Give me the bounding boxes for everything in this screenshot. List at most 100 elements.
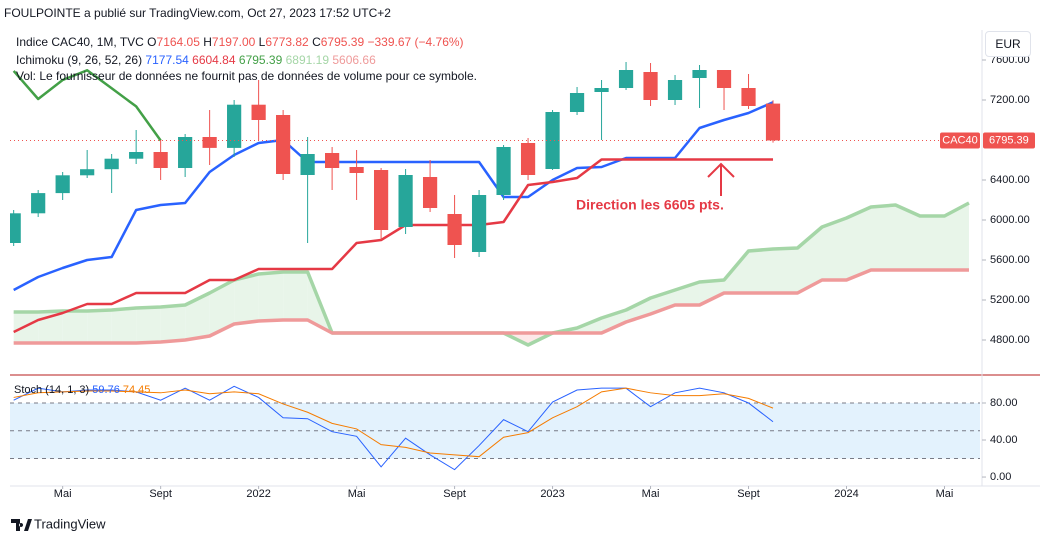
last-price-label: 6795.39 [989,134,1029,146]
ohlc-key: L [258,35,266,49]
cloud-fill [13,312,39,343]
candle-body [55,175,70,194]
ohlc-value: 7164.05 [156,35,200,49]
candle-body [569,93,585,112]
x-tick-label: Sept [737,488,760,500]
candle-body [349,167,364,173]
candle-body [496,147,511,195]
y-tick-label: 40.00 [990,434,1018,446]
volume-note: Vol: Le fournisseur de données ne fourni… [16,69,477,83]
x-tick-label: Mai [642,488,660,500]
brand: TradingView [34,516,106,531]
x-tick-label: 2023 [540,488,564,500]
cloud-fill [160,305,186,342]
candle-body [765,103,781,141]
candle-body [104,158,119,170]
candle-body [325,153,340,168]
footer: TradingView [11,516,106,531]
symbol: Indice CAC40, 1M, TVC [16,35,144,49]
y-tick-label: 80.00 [990,397,1018,409]
ohlc: O7164.05 H7197.00 L6773.82 C6795.39 [147,35,367,49]
indicator-line [13,101,774,292]
candle-body [31,193,46,214]
indicator-value: 6604.84 [192,53,236,67]
x-tick-label: Mai [348,488,366,500]
last-price-box [983,132,1035,149]
cloud-fill [62,311,88,343]
logo [11,519,32,531]
cloud-fill [919,216,945,270]
candle-body [251,104,266,120]
candle-body [373,170,389,230]
ohlc-key: H [203,35,212,49]
cloud-fill [626,298,651,322]
ohlc-key: O [147,35,157,49]
candle-body [545,112,560,169]
axes: 4800.00 5200.00 5600.00 6000.00 6400.00 7200.… [10,30,1040,500]
cloud-fill [675,282,700,305]
candle-body [398,175,413,227]
y-tick-label: 5600.00 [990,254,1030,266]
published: FOULPOINTE a publié sur TradingView.com,… [4,6,391,20]
candle-body [300,154,315,175]
y-tick-label: 6400.00 [990,174,1030,186]
annotation: Direction les 6605 pts. [576,162,735,213]
y-tick-label: 5200.00 [990,294,1030,306]
y-tick-label: 0.00 [990,471,1011,483]
x-tick-label: 2022 [246,488,270,500]
cloud-fill [209,280,235,336]
ohlc-value: 6795.39 [320,35,365,49]
candle-body [643,72,658,100]
candle-body [447,214,462,245]
cloud-fill [944,203,969,270]
symbol-label-box [940,132,980,149]
cloud-fill [136,307,161,343]
x-tick-label: Sept [443,488,466,500]
cloud-fill [258,272,284,321]
x-tick-label: 2024 [834,488,858,500]
candle-body [594,88,609,92]
indicator-value: 74.45 [122,384,151,396]
candle-body [10,213,21,243]
cloud-fill [846,207,871,280]
indicator-name: Ichimoku (9, 26, 52, 26) [16,53,143,67]
indicator-value: 59.76 [92,384,120,396]
stoch-line [13,387,774,458]
stoch-line [13,385,774,471]
symbol-label: CAC40 [942,134,977,146]
currency-button[interactable]: EUR [985,31,1031,57]
candle-body [202,137,217,148]
ohlc-value: 6773.82 [265,35,309,49]
stoch-legend: Stoch (14, 1, 3) 59.76 74.45 [14,384,150,396]
arrow-head [707,162,735,178]
y-tick-label: 7200.00 [990,94,1030,106]
cloud-fill [650,290,676,314]
x-tick-label: Sept [149,488,172,500]
candle-body [618,70,634,88]
candle-body [520,143,536,175]
indicator-line [13,268,969,345]
stoch-pane [10,385,980,471]
cloud-fill [111,308,137,343]
candle-body [471,195,487,252]
cloud-fill [895,205,920,270]
cloud-fill [283,272,308,320]
candle-body [153,152,168,168]
candle-body [178,137,193,168]
cloud-fill [185,293,210,340]
annotation-text: Direction les 6605 pts. [576,197,724,213]
main-pane [10,62,980,347]
ohlc-key: C [312,35,321,49]
candle-body [716,70,732,88]
candle-body [741,88,756,106]
cloud-fill [234,274,259,324]
cloud-fill [699,280,725,305]
y-tick-label: 6000.00 [990,214,1030,226]
indicator-value: 6795.39 [238,53,283,67]
y-tick-label: 4800.00 [990,334,1030,346]
change: −339.67 (−4.76%) [367,35,464,49]
cloud-fill [601,310,627,333]
ohlc-value: 7197.00 [211,35,256,49]
